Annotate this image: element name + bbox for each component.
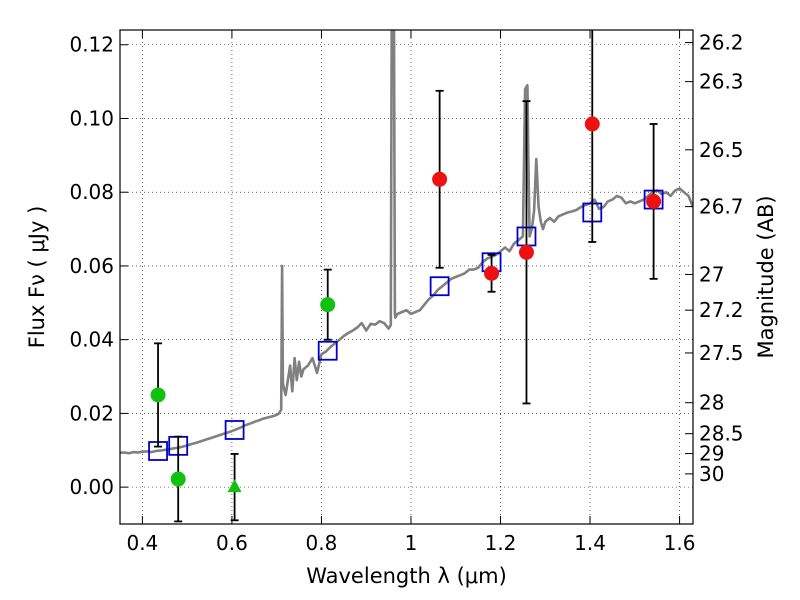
magnitude-tick-label: 28.5 <box>699 422 744 446</box>
wfc3-photometry-marker <box>518 244 534 260</box>
acs-photometry-marker <box>320 297 336 313</box>
magnitude-tick-label: 29 <box>699 442 724 466</box>
observed-photometry-series <box>150 30 662 523</box>
y-axis: 0.00 0.02 0.04 0.06 0.08 0.10 0.12 <box>69 33 128 499</box>
y-axis-label: Flux Fν ( μJy ) <box>25 206 49 349</box>
x-tick-label: 1.4 <box>574 531 606 555</box>
magnitude-tick-label: 26.5 <box>699 138 744 162</box>
magnitude-tick-label: 30 <box>699 462 724 486</box>
model-photometry-series <box>148 189 664 461</box>
x-tick-label: 0.6 <box>216 531 248 555</box>
acs-photometry-marker <box>150 387 166 403</box>
magnitude-tick-label: 27.2 <box>699 298 744 322</box>
magnitude-tick-label: 28 <box>699 391 724 415</box>
x-tick-label: 0.4 <box>126 531 158 555</box>
model-photometry-marker <box>429 276 450 297</box>
magnitude-tick-label: 26.3 <box>699 70 744 94</box>
sed-model-series <box>120 30 693 455</box>
wfc3-photometry-marker <box>484 265 500 281</box>
magnitude-tick-label: 27 <box>699 262 724 286</box>
plot-area <box>120 30 693 523</box>
x-tick-label: 0.8 <box>306 531 338 555</box>
wfc3-photometry-marker <box>432 171 448 187</box>
y-tick-label: 0.12 <box>69 33 114 57</box>
x-tick-label: 1.6 <box>664 531 696 555</box>
y-tick-label: 0.08 <box>69 180 114 204</box>
y-tick-label: 0.10 <box>69 106 114 130</box>
x-axis-label: Wavelength λ (μm) <box>306 564 507 588</box>
axes-frame <box>119 29 694 525</box>
model-photometry-marker <box>317 340 338 361</box>
y-tick-label: 0.00 <box>69 475 114 499</box>
x-axis: 0.4 0.6 0.8 1 1.2 1.4 1.6 <box>126 30 695 555</box>
x-tick-label: 1.2 <box>485 531 517 555</box>
y-tick-label: 0.04 <box>69 328 114 352</box>
magnitude-tick-label: 26.7 <box>699 195 744 219</box>
upper-limit-marker <box>227 479 242 493</box>
y-tick-label: 0.06 <box>69 254 114 278</box>
magnitude-tick-label: 27.5 <box>699 341 744 365</box>
wfc3-photometry-marker <box>584 116 600 132</box>
wfc3-photometry-marker <box>646 193 662 209</box>
grid-lines <box>120 30 693 524</box>
acs-photometry-marker <box>170 471 186 487</box>
magnitude-axis-label: Magnitude (AB) <box>754 195 778 358</box>
x-tick-label: 1 <box>405 531 418 555</box>
y-tick-label: 0.02 <box>69 401 114 425</box>
sed-model-line <box>120 30 693 455</box>
model-photometry-marker <box>224 420 245 440</box>
magnitude-tick-label: 26.2 <box>699 31 744 55</box>
